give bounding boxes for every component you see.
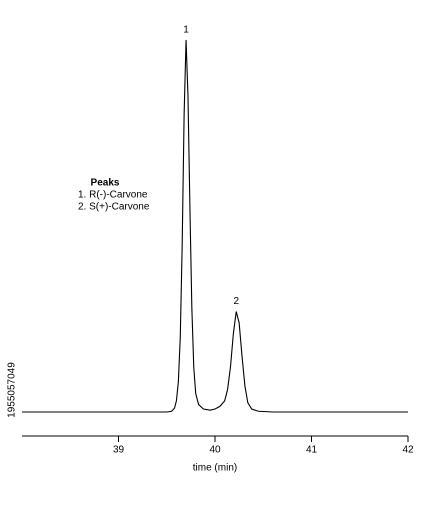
legend-title: Peaks xyxy=(91,178,120,189)
stock-id: 1955057049 xyxy=(7,362,18,418)
peak-label: 1 xyxy=(183,25,189,36)
chromatogram-line xyxy=(22,39,408,413)
legend-item: 2. S(+)-Carvone xyxy=(78,202,150,213)
x-tick-label: 39 xyxy=(113,445,125,456)
peak-label: 2 xyxy=(233,296,239,307)
x-axis-label: time (min) xyxy=(193,463,237,474)
x-tick-label: 42 xyxy=(402,445,414,456)
x-tick-label: 40 xyxy=(209,445,221,456)
x-tick-label: 41 xyxy=(306,445,318,456)
legend-item: 1. R(-)-Carvone xyxy=(78,190,148,201)
